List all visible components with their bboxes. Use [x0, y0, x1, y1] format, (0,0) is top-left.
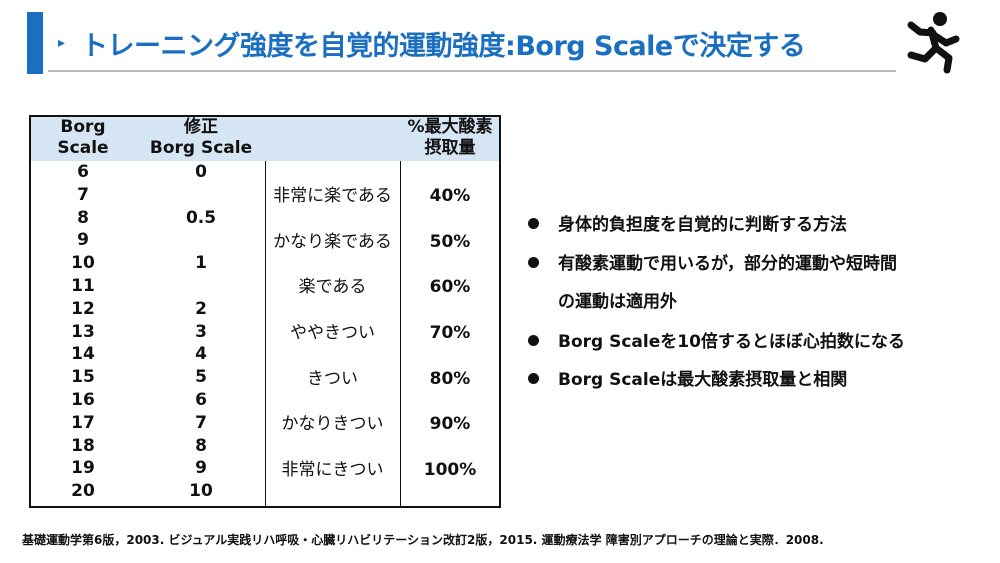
borg-value: 10	[71, 253, 95, 274]
borg-value: 13	[71, 321, 95, 342]
bullet-dot-icon	[528, 335, 539, 346]
borg-value: 6	[77, 162, 89, 182]
borg-value: 20	[71, 481, 95, 502]
bullet-dot-icon	[528, 218, 539, 229]
modified-borg-value: 3	[195, 321, 207, 342]
bullet-item-continued: の運動は適用外	[558, 292, 677, 312]
bullet-item: 有酸素運動で用いるが，部分的運動や短時間	[558, 254, 897, 274]
borg-value: 11	[71, 276, 95, 296]
modified-borg-value: 0	[195, 162, 207, 182]
column-divider	[265, 161, 266, 508]
slide-title: ▸ トレーニング強度を自覚的運動強度:Borg Scaleで決定する	[58, 18, 888, 68]
title-accent-bar	[27, 12, 43, 74]
modified-borg-value: 6	[195, 390, 207, 410]
intensity-description: かなり楽である	[273, 231, 392, 252]
modified-borg-value: 5	[195, 367, 207, 388]
vo2max-percent: 50%	[429, 231, 471, 252]
table-header: Borg Scale 修正 Borg Scale %最大酸素 摂取量	[31, 117, 499, 161]
borg-value: 12	[71, 298, 95, 319]
header-mod-line2: Borg Scale	[149, 138, 253, 158]
borg-value: 15	[71, 367, 95, 388]
modified-borg-value: 7	[195, 412, 207, 433]
intensity-description: 非常に楽である	[273, 186, 392, 207]
intensity-description: 非常にきつい	[281, 459, 384, 480]
column-divider	[400, 161, 401, 508]
modified-borg-value: 0.5	[185, 207, 217, 228]
intensity-description: かなりきつい	[281, 414, 384, 435]
modified-borg-value: 2	[195, 298, 207, 319]
title-underline	[48, 70, 896, 72]
header-vo2-line1: %最大酸素	[407, 117, 493, 137]
borg-value: 19	[71, 458, 95, 479]
header-vo2-line2: 摂取量	[424, 138, 476, 158]
bullet-dot-icon	[528, 373, 539, 384]
intensity-description: 楽である	[298, 277, 367, 298]
borg-value: 14	[71, 344, 95, 365]
modified-borg-value: 9	[195, 458, 207, 479]
intensity-description: きつい	[307, 368, 358, 389]
header-borg-line1: Borg	[60, 117, 106, 137]
bullet-dot-icon	[528, 257, 539, 268]
vo2max-percent: 90%	[429, 414, 471, 435]
vo2max-percent: 40%	[429, 186, 471, 207]
borg-value: 17	[71, 412, 95, 433]
vo2max-percent: 60%	[429, 277, 471, 298]
modified-borg-value: 4	[195, 344, 207, 365]
borg-value: 9	[77, 230, 89, 251]
reference-citation: 基礎運動学第6版，2003. ビジュアル実践リハ呼吸・心臓リハビリテーション改訂…	[22, 533, 824, 547]
header-mod-line1: 修正	[184, 117, 218, 137]
running-person-icon	[907, 12, 960, 74]
header-borg-scale: Borg Scale	[39, 117, 127, 159]
vo2max-percent: 70%	[429, 323, 471, 343]
borg-value: 16	[71, 390, 95, 410]
modified-borg-value: 8	[195, 435, 207, 456]
modified-borg-value: 10	[189, 481, 213, 502]
intensity-description: ややきつい	[290, 323, 375, 343]
vo2max-percent: 80%	[429, 368, 471, 389]
vo2max-percent: 100%	[423, 459, 477, 480]
bullet-item: 身体的負担度を自覚的に判断する方法	[558, 215, 847, 235]
borg-value: 8	[77, 207, 89, 228]
header-modified-borg: 修正 Borg Scale	[141, 117, 261, 159]
borg-value: 18	[71, 435, 95, 456]
title-text: トレーニング強度を自覚的運動強度:Borg Scaleで決定する	[81, 30, 806, 62]
header-borg-line2: Scale	[57, 138, 109, 158]
bullet-item: Borg Scaleを10倍するとほぼ心拍数になる	[558, 332, 905, 352]
bullet-item: Borg Scaleは最大酸素摂取量と相関	[558, 370, 848, 390]
borg-value: 7	[77, 184, 89, 205]
modified-borg-value: 1	[195, 253, 207, 274]
header-vo2max: %最大酸素 摂取量	[401, 117, 499, 159]
title-arrow-icon: ▸	[58, 35, 66, 51]
